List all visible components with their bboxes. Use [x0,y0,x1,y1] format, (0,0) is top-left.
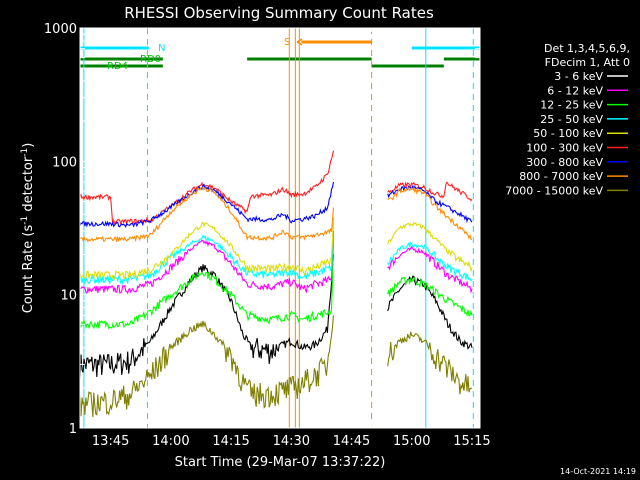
series-line-7 [387,241,473,282]
legend-label-1: 6 - 12 keV [547,84,603,97]
series-line-11 [387,181,473,202]
legend-header-line-1: Det 1,3,4,5,6,9, [544,42,630,55]
legend-label-8: 7000 - 15000 keV [505,184,603,197]
bar-label-S: S [284,37,290,48]
vertical-markers [83,28,474,428]
y-label-sup-2: -1 [20,148,30,157]
series-line-12 [79,181,335,228]
series-line-6 [79,222,335,286]
series-line-5 [387,276,473,317]
y-tick-label-3: 1000 [44,22,77,37]
legend: Det 1,3,4,5,6,9, FDecim 1, Att 0 3 - 6 k… [505,42,630,197]
legend-header-line-2: FDecim 1, Att 0 [545,56,630,69]
y-label-part-2: detector [21,156,36,216]
series-line-3 [387,245,473,294]
x-tick-label-4: 14:45 [333,434,370,449]
legend-label-6: 300 - 800 keV [526,156,603,169]
series-line-2 [79,231,335,295]
series-line-8 [79,217,335,281]
series-line-4 [79,241,335,330]
legend-label-2: 12 - 25 keV [540,99,603,112]
series-group [79,150,473,418]
y-label-part-3: ) [21,143,36,148]
y-tick-label-0: 1 [69,422,77,437]
plot-area [80,28,480,428]
bar-label-RD4: RD4 [107,61,128,72]
series-line-14 [79,186,335,243]
y-axis-label: Count Rate (s-1 detector-1) [20,143,36,314]
plot-frame [80,28,480,428]
timestamp: 14-Oct-2021 14:19 [560,467,636,476]
axes: 13:45 14:00 14:15 14:30 14:45 15:00 15:15 1 10 10… [44,22,491,449]
legend-label-3: 25 - 50 keV [540,113,603,126]
series-line-17 [387,331,473,395]
x-tick-label-6: 15:15 [453,434,490,449]
bar-label-RD0: RD0 [140,54,161,65]
bar-label-N: N [158,43,165,54]
series-line-1 [387,275,473,350]
series-line-0 [79,254,335,379]
legend-label-5: 100 - 300 keV [526,142,603,155]
legend-label-4: 50 - 100 keV [533,127,603,140]
series-line-16 [79,315,335,418]
x-axis-label: Start Time (29-Mar-07 13:37:22) [175,455,386,470]
axes-frame [79,27,481,429]
y-tick-label-2: 100 [52,155,77,170]
x-tick-label-3: 14:30 [273,434,310,449]
series-line-9 [387,221,473,273]
legend-label-0: 3 - 6 keV [554,70,603,83]
series-line-15 [387,186,472,240]
y-label-sup-1: -1 [20,216,30,225]
series-line-10 [79,150,335,226]
legend-label-7: 800 - 7000 keV [519,170,603,183]
mode-bars: N S RD0 RD4 [80,37,480,72]
x-tick-label-2: 14:15 [212,434,249,449]
chart-title: RHESSI Observing Summary Count Rates [124,4,434,22]
y-label-part-1: Count Rate (s [21,225,36,314]
x-tick-label-1: 14:00 [152,434,189,449]
y-tick-label-1: 10 [60,289,77,304]
x-tick-label-5: 15:00 [393,434,430,449]
series-line-13 [387,184,473,224]
x-tick-label-0: 13:45 [92,434,129,449]
